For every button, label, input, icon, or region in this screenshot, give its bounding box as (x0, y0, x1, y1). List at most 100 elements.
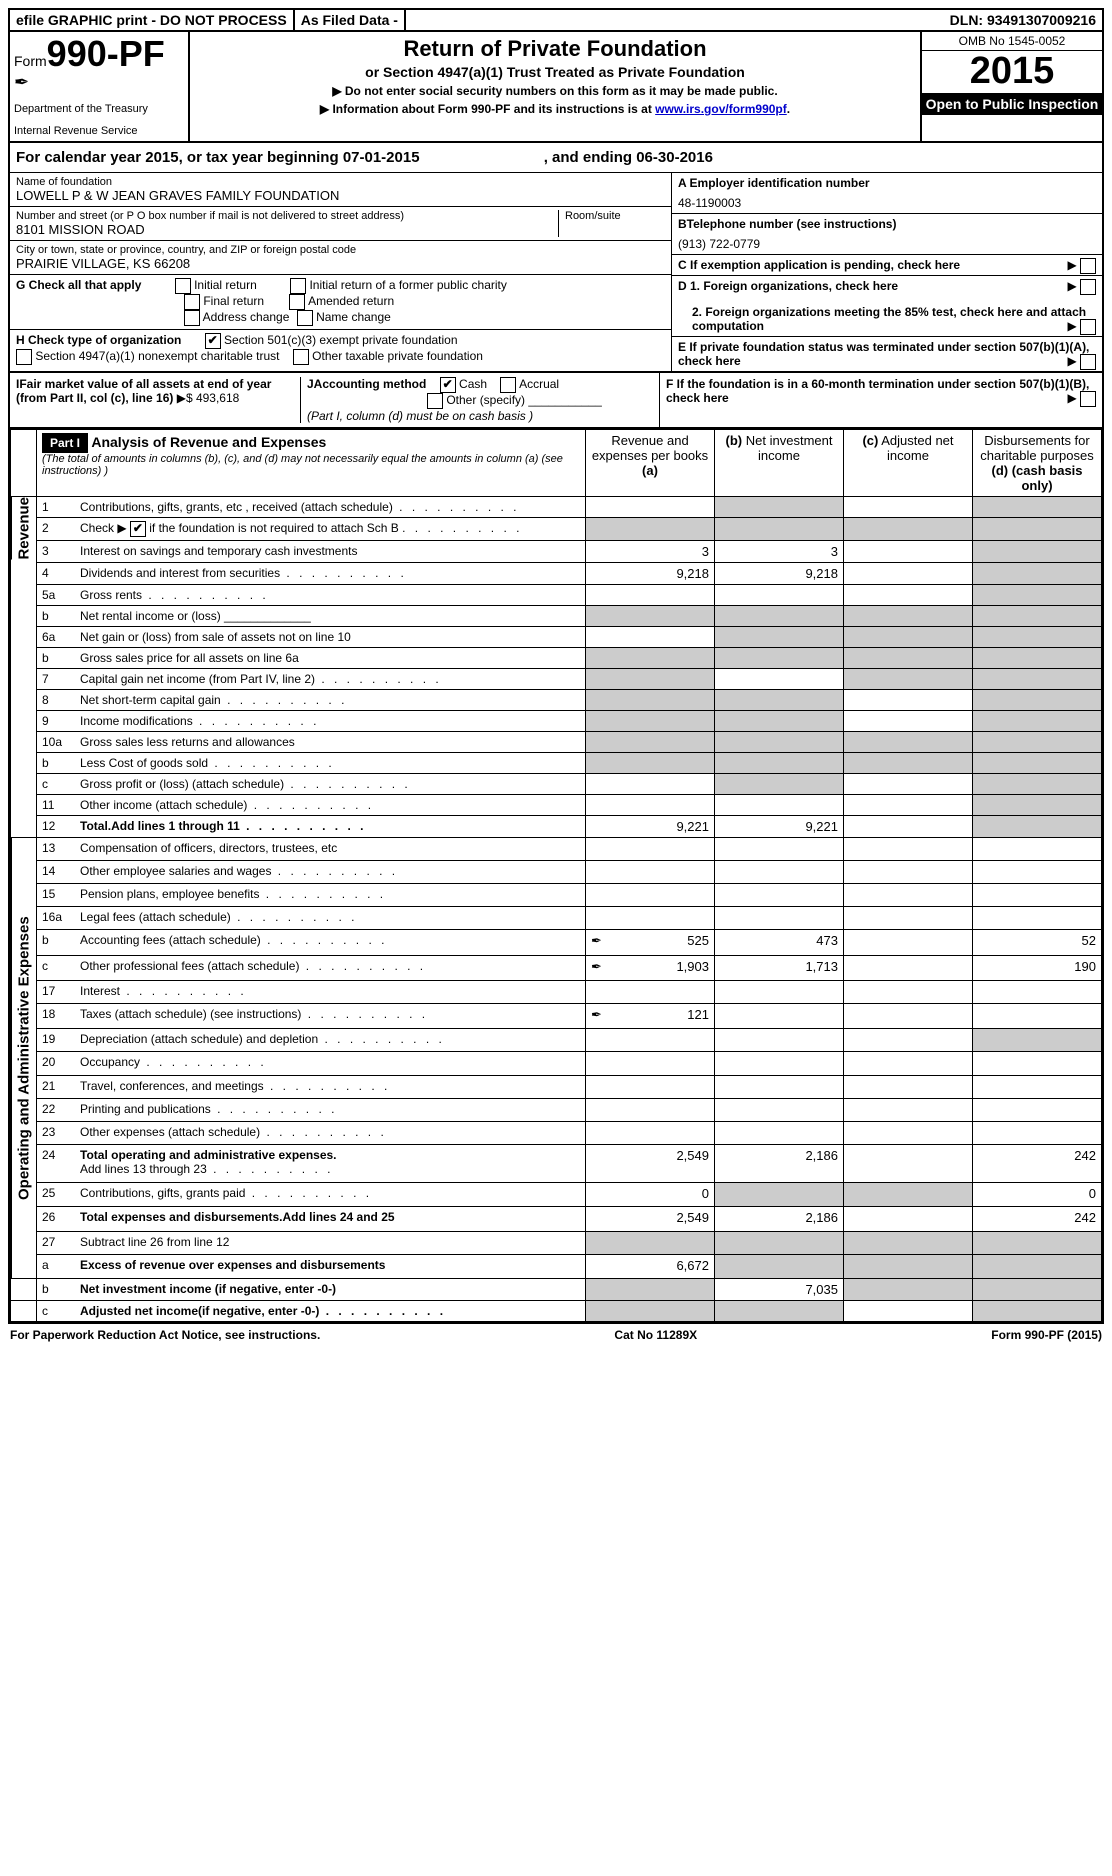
foundation-name: LOWELL P & W JEAN GRAVES FAMILY FOUNDATI… (16, 188, 665, 203)
line16b-d: 52 (973, 930, 1102, 955)
line16c-a: 1,903 (676, 959, 709, 974)
line16c-d: 190 (973, 955, 1102, 980)
fmv-value: ▶$ 493,618 (177, 391, 240, 405)
form-container: efile GRAPHIC print - DO NOT PROCESS As … (8, 8, 1104, 1324)
section-c-label: C If exemption application is pending, c… (678, 258, 960, 272)
line3-col-a: 3 (586, 541, 715, 563)
dln-number: DLN: 93491307009216 (944, 10, 1102, 30)
section-ij-row: IFair market value of all assets at end … (10, 373, 1102, 429)
form-title-box: Return of Private Foundation or Section … (190, 32, 920, 141)
dept-treasury: Department of the Treasury (14, 103, 184, 115)
ssn-warning: ▶ Do not enter social security numbers o… (198, 84, 912, 98)
line18-a: 121 (687, 1007, 709, 1022)
top-bar: efile GRAPHIC print - DO NOT PROCESS As … (10, 10, 1102, 32)
section-j-label: JAccounting method (307, 377, 426, 391)
form-title: Return of Private Foundation (198, 36, 912, 62)
line24-a: 2,549 (586, 1144, 715, 1182)
line16b-b: 473 (715, 930, 844, 955)
checkbox-final-return[interactable] (184, 294, 200, 310)
room-label: Room/suite (565, 210, 665, 222)
line26-b: 2,186 (715, 1207, 844, 1231)
form-prefix: Form (14, 53, 47, 69)
cat-number: Cat No 11289X (614, 1328, 697, 1342)
checkbox-d1[interactable] (1080, 279, 1096, 295)
line27b-b: 7,035 (715, 1279, 844, 1301)
checkbox-address-change[interactable] (184, 310, 200, 326)
revenue-label: Revenue (11, 497, 36, 560)
form-ref: Form 990-PF (2015) (991, 1328, 1102, 1342)
irs-logo-icon: ✒ (14, 72, 184, 93)
checkbox-other-method[interactable] (427, 393, 443, 409)
checkbox-name-change[interactable] (297, 310, 313, 326)
checkbox-c[interactable] (1080, 258, 1096, 274)
line12-col-b: 9,221 (715, 816, 844, 838)
checkbox-initial-return[interactable] (175, 278, 191, 294)
line4-col-a: 9,218 (586, 563, 715, 585)
phone-label: BTelephone number (see instructions) (678, 217, 1096, 231)
checkbox-d2[interactable] (1080, 319, 1096, 335)
expenses-label: Operating and Administrative Expenses (11, 838, 36, 1278)
line3-col-b: 3 (715, 541, 844, 563)
section-d1: D 1. Foreign organizations, check here (678, 279, 898, 293)
irs-link[interactable]: www.irs.gov/form990pf (655, 102, 787, 116)
line16b-a: 525 (687, 933, 709, 948)
line12-col-a: 9,221 (586, 816, 715, 838)
attach-icon[interactable]: ✒ (591, 1007, 602, 1023)
checkbox-initial-former[interactable] (290, 278, 306, 294)
entity-info: Name of foundation LOWELL P & W JEAN GRA… (10, 173, 1102, 373)
checkbox-accrual[interactable] (500, 377, 516, 393)
calendar-year-line: For calendar year 2015, or tax year begi… (10, 143, 1102, 173)
line24-d: 242 (973, 1144, 1102, 1182)
attach-icon[interactable]: ✒ (591, 933, 602, 949)
section-g: G Check all that apply Initial return In… (10, 275, 671, 330)
info-link-line: ▶ Information about Form 990-PF and its … (198, 102, 912, 116)
line27a-a: 6,672 (586, 1254, 715, 1278)
checkbox-f[interactable] (1080, 391, 1096, 407)
attach-icon[interactable]: ✒ (591, 959, 602, 975)
form-subtitle: or Section 4947(a)(1) Trust Treated as P… (198, 64, 912, 80)
as-filed-label: As Filed Data - (295, 10, 406, 30)
section-e: E If private foundation status was termi… (678, 340, 1089, 368)
cash-basis-note: (Part I, column (d) must be on cash basi… (307, 409, 533, 423)
line25-a: 0 (586, 1183, 715, 1207)
efile-notice: efile GRAPHIC print - DO NOT PROCESS (10, 10, 295, 30)
street-address: 8101 MISSION ROAD (16, 222, 558, 237)
paperwork-notice: For Paperwork Reduction Act Notice, see … (10, 1328, 320, 1342)
checkbox-e[interactable] (1080, 354, 1096, 370)
year-box: OMB No 1545-0052 2015 Open to Public Ins… (920, 32, 1102, 141)
part1-title: Analysis of Revenue and Expenses (91, 434, 326, 450)
section-f: F If the foundation is in a 60-month ter… (666, 377, 1089, 405)
section-h: H Check type of organization ✔ Section 5… (10, 330, 671, 368)
line16c-b: 1,713 (715, 955, 844, 980)
line26-a: 2,549 (586, 1207, 715, 1231)
page-footer: For Paperwork Reduction Act Notice, see … (8, 1324, 1104, 1342)
form-header: Form990-PF ✒ Department of the Treasury … (10, 32, 1102, 143)
omb-number: OMB No 1545-0052 (922, 32, 1102, 51)
tax-year: 2015 (922, 51, 1102, 93)
line24-b: 2,186 (715, 1144, 844, 1182)
ein-value: 48-1190003 (678, 196, 1096, 210)
line26-d: 242 (973, 1207, 1102, 1231)
part1-table: Part I Analysis of Revenue and Expenses … (10, 429, 1102, 1322)
city-label: City or town, state or province, country… (16, 244, 665, 256)
part1-note: (The total of amounts in columns (b), (c… (42, 453, 580, 477)
checkbox-other-taxable[interactable] (293, 349, 309, 365)
checkbox-amended[interactable] (289, 294, 305, 310)
checkbox-501c3[interactable]: ✔ (205, 333, 221, 349)
checkbox-cash[interactable]: ✔ (440, 377, 456, 393)
ein-label: A Employer identification number (678, 176, 1096, 190)
irs-label: Internal Revenue Service (14, 125, 184, 137)
public-inspection: Open to Public Inspection (922, 93, 1102, 115)
phone-value: (913) 722-0779 (678, 237, 1096, 251)
foundation-name-label: Name of foundation (16, 176, 665, 188)
section-d2: 2. Foreign organizations meeting the 85%… (692, 305, 1086, 333)
line25-d: 0 (973, 1183, 1102, 1207)
line4-col-b: 9,218 (715, 563, 844, 585)
city-state-zip: PRAIRIE VILLAGE, KS 66208 (16, 256, 665, 271)
part1-label: Part I (42, 433, 88, 453)
checkbox-4947[interactable] (16, 349, 32, 365)
form-id-box: Form990-PF ✒ Department of the Treasury … (10, 32, 190, 141)
form-number: 990-PF (47, 33, 165, 74)
address-label: Number and street (or P O box number if … (16, 210, 558, 222)
checkbox-schb[interactable]: ✔ (130, 521, 146, 537)
